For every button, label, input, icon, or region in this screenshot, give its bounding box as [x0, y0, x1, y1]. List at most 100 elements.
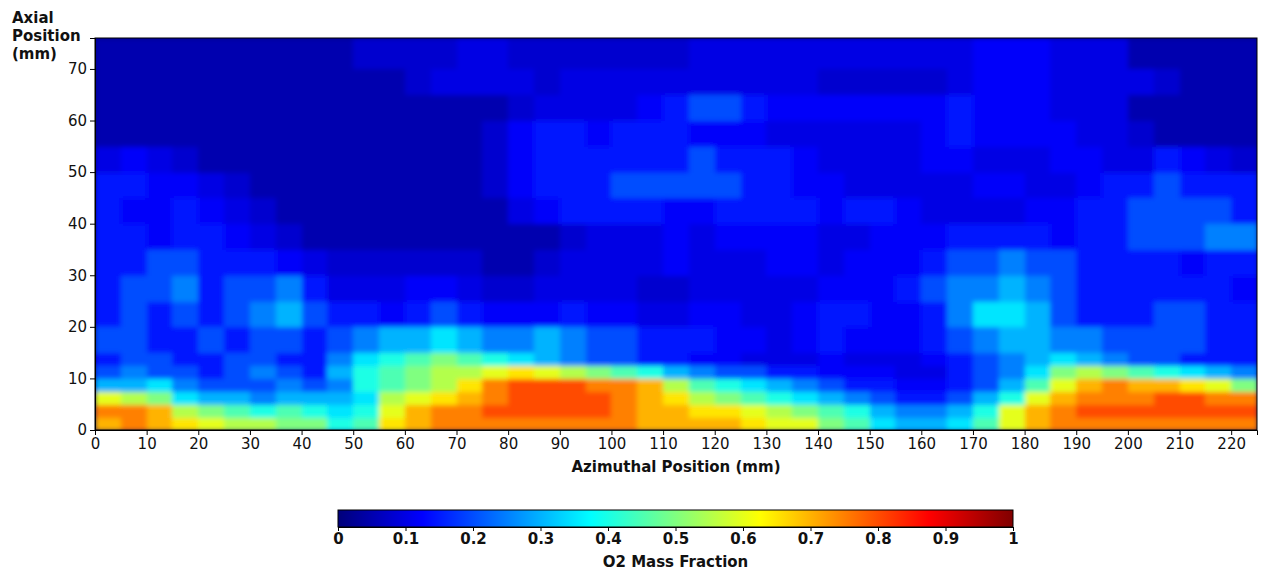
- heatmap-cell: [741, 224, 767, 250]
- heatmap-cell: [172, 366, 198, 379]
- heatmap-cell: [250, 327, 276, 353]
- heatmap-cell: [250, 353, 276, 366]
- heatmap-cell: [1102, 198, 1128, 224]
- heatmap-cell: [1180, 366, 1206, 379]
- heatmap-cell: [276, 249, 302, 275]
- heatmap-cell: [1050, 327, 1076, 353]
- tick: 170: [959, 430, 988, 453]
- heatmap-cell: [560, 404, 586, 417]
- heatmap-cell: [1128, 249, 1154, 275]
- heatmap-cell: [921, 95, 947, 121]
- heatmap-cell: [689, 404, 715, 417]
- heatmap-cell: [172, 391, 198, 404]
- heatmap-cell: [1102, 38, 1128, 69]
- heatmap-cell: [224, 391, 250, 404]
- heatmap-cell: [818, 417, 844, 430]
- heatmap-cell: [121, 172, 147, 198]
- heatmap-cell: [95, 198, 121, 224]
- heatmap-cell: [973, 353, 999, 366]
- heatmap-cell: [560, 249, 586, 275]
- heatmap-cell: [999, 172, 1025, 198]
- heatmap-cell: [302, 38, 328, 69]
- heatmap-cell: [818, 391, 844, 404]
- heatmap-cell: [379, 404, 405, 417]
- heatmap-cell: [457, 172, 483, 198]
- tick: 0.7: [798, 527, 825, 548]
- heatmap-cell: [1025, 198, 1051, 224]
- heatmap-cell: [973, 95, 999, 121]
- heatmap-cell: [818, 95, 844, 121]
- heatmap-cell: [663, 249, 689, 275]
- tick: 30: [68, 267, 95, 285]
- heatmap-cell: [895, 327, 921, 353]
- heatmap-cell: [766, 366, 792, 379]
- heatmap-cell: [895, 404, 921, 417]
- heatmap-cell: [534, 95, 560, 121]
- tick-label: 30: [241, 435, 260, 453]
- tick-label: 0: [333, 530, 343, 548]
- heatmap-cell: [302, 417, 328, 430]
- heatmap-cell: [95, 327, 121, 353]
- heatmap-cell: [1128, 224, 1154, 250]
- heatmap-cell: [921, 249, 947, 275]
- heatmap-cell: [689, 224, 715, 250]
- heatmap-cell: [302, 327, 328, 353]
- heatmap-cell: [534, 172, 560, 198]
- heatmap-cell: [611, 121, 637, 147]
- heatmap-cell: [1180, 95, 1206, 121]
- heatmap-cell: [844, 198, 870, 224]
- heatmap-cell: [276, 69, 302, 95]
- tick: 160: [907, 430, 936, 453]
- heatmap-cell: [121, 404, 147, 417]
- heatmap-cell: [870, 146, 896, 172]
- heatmap-cell: [611, 95, 637, 121]
- heatmap-cell: [1128, 198, 1154, 224]
- heatmap-cell: [327, 327, 353, 353]
- heatmap-cell: [818, 404, 844, 417]
- tick-label: 170: [959, 435, 988, 453]
- heatmap-cell: [766, 404, 792, 417]
- heatmap-cell: [586, 224, 612, 250]
- heatmap-cell: [224, 353, 250, 366]
- heatmap-cell: [457, 69, 483, 95]
- heatmap-cell: [560, 224, 586, 250]
- heatmap-cell: [1154, 378, 1180, 391]
- heatmap-cell: [405, 69, 431, 95]
- heatmap-cell: [534, 121, 560, 147]
- heatmap-cell: [1205, 172, 1231, 198]
- heatmap-cell: [353, 172, 379, 198]
- heatmap-cell: [560, 391, 586, 404]
- heatmap-cell: [147, 146, 173, 172]
- heatmap-cell: [715, 198, 741, 224]
- heatmap-cell: [353, 301, 379, 327]
- heatmap-cell: [586, 301, 612, 327]
- heatmap-cell: [895, 95, 921, 121]
- colorbar: [338, 510, 1013, 527]
- heatmap-cell: [689, 275, 715, 301]
- heatmap-cell: [999, 249, 1025, 275]
- heatmap-cell: [689, 366, 715, 379]
- heatmap-cell: [482, 378, 508, 391]
- heatmap-cell: [637, 69, 663, 95]
- heatmap-cell: [405, 404, 431, 417]
- heatmap-cell: [95, 224, 121, 250]
- heatmap-cell: [1050, 366, 1076, 379]
- heatmap-cell: [1231, 172, 1257, 198]
- heatmap-cell: [327, 69, 353, 95]
- heatmap-cell: [637, 366, 663, 379]
- heatmap-cell: [508, 366, 534, 379]
- heatmap-cell: [172, 172, 198, 198]
- tick: 0: [91, 430, 101, 453]
- heatmap-cell: [147, 327, 173, 353]
- heatmap-cell: [1025, 327, 1051, 353]
- heatmap-cell: [818, 249, 844, 275]
- heatmap-cell: [224, 95, 250, 121]
- tick: 60: [68, 112, 95, 130]
- heatmap-cell: [586, 172, 612, 198]
- heatmap-cell: [405, 224, 431, 250]
- heatmap-cell: [250, 404, 276, 417]
- tick-label: 1: [1008, 530, 1018, 548]
- heatmap-cell: [250, 172, 276, 198]
- heatmap-cell: [637, 391, 663, 404]
- tick-label: 190: [1062, 435, 1091, 453]
